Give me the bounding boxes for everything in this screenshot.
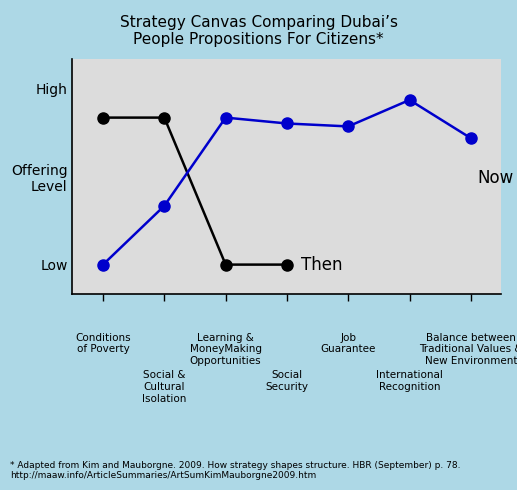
Text: Then: Then xyxy=(301,256,342,273)
Text: * Adapted from Kim and Mauborgne. 2009. How strategy shapes structure. HBR (Sept: * Adapted from Kim and Mauborgne. 2009. … xyxy=(10,461,461,480)
Text: Learning &
MoneyMaking
Opportunities: Learning & MoneyMaking Opportunities xyxy=(190,333,262,366)
Text: Strategy Canvas Comparing Dubai’s
People Propositions For Citizens*: Strategy Canvas Comparing Dubai’s People… xyxy=(119,15,398,47)
Text: Balance between
Traditional Values &
New Environment: Balance between Traditional Values & New… xyxy=(419,333,517,366)
Text: Conditions
of Poverty: Conditions of Poverty xyxy=(75,333,131,354)
Text: Social &
Cultural
Isolation: Social & Cultural Isolation xyxy=(142,370,187,404)
Text: International
Recognition: International Recognition xyxy=(376,370,443,392)
Text: Job
Guarantee: Job Guarantee xyxy=(321,333,376,354)
Text: Now: Now xyxy=(478,169,514,187)
Text: Social
Security: Social Security xyxy=(265,370,309,392)
